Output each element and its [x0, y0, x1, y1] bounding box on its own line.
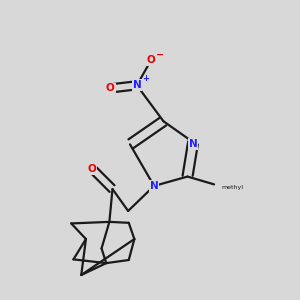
Text: +: +	[142, 74, 149, 83]
Text: O: O	[88, 164, 97, 174]
Text: O: O	[147, 55, 155, 65]
Text: N: N	[189, 139, 197, 149]
Text: N: N	[133, 80, 141, 90]
Text: −: −	[156, 50, 164, 60]
Text: methyl: methyl	[222, 185, 244, 190]
Text: N: N	[150, 181, 158, 191]
Text: O: O	[106, 83, 115, 93]
